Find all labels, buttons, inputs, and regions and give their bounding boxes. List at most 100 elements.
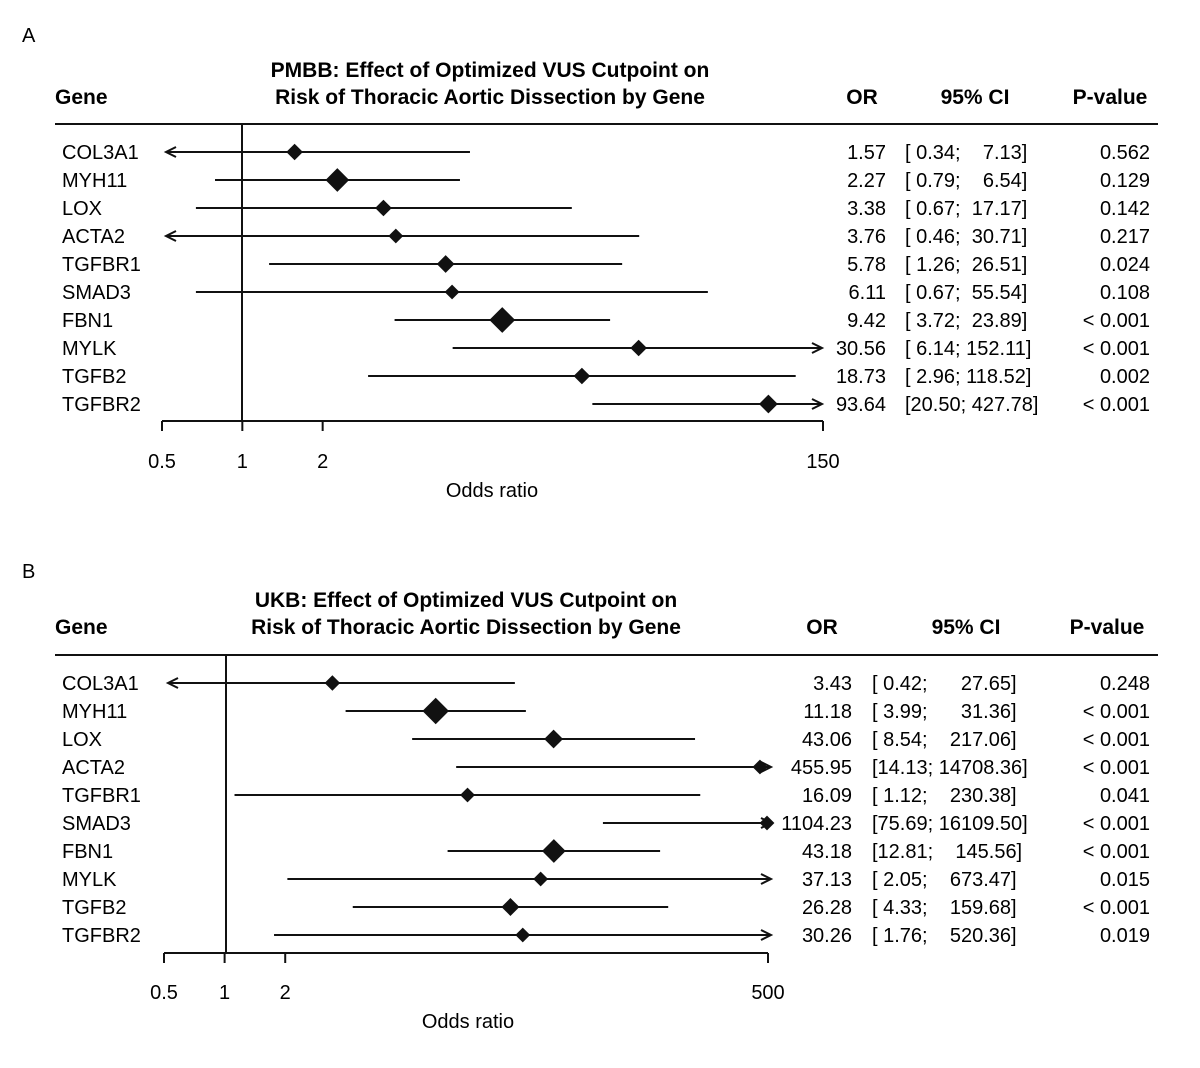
- row-col3a1: COL3A1 3.43 [ 0.42; 27.65] 0.248: [62, 673, 1150, 695]
- point-estimate-diamond: [325, 168, 350, 192]
- p-value: 0.562: [1100, 142, 1150, 164]
- row-smad3: SMAD3 6.11 [ 0.67; 55.54] 0.108: [62, 282, 1150, 304]
- x-axis-title: Odds ratio: [422, 1011, 514, 1033]
- p-value: < 0.001: [1083, 701, 1150, 723]
- header-p-value: P-value: [1073, 86, 1148, 109]
- p-value: 0.248: [1100, 673, 1150, 695]
- p-value: < 0.001: [1083, 394, 1150, 416]
- gene-label: TGFB2: [62, 366, 126, 388]
- p-value: 0.002: [1100, 366, 1150, 388]
- point-estimate-diamond: [489, 307, 516, 333]
- row-tgfbr2: TGFBR2 30.26 [ 1.76; 520.36] 0.019: [62, 925, 1150, 947]
- or-value: 3.43: [813, 673, 852, 695]
- p-value: 0.015: [1100, 869, 1150, 891]
- header-gene: Gene: [55, 616, 108, 639]
- p-value: < 0.001: [1083, 729, 1150, 751]
- gene-label: TGFBR2: [62, 925, 141, 947]
- header-gene: Gene: [55, 86, 108, 109]
- row-acta2: ACTA2 455.95 [14.13; 14708.36] < 0.001: [62, 757, 1150, 779]
- gene-label: MYH11: [62, 170, 127, 192]
- ci-value: [ 0.67; 55.54]: [905, 282, 1027, 304]
- or-value: 5.78: [847, 254, 886, 276]
- x-tick-label: 1: [237, 451, 248, 473]
- point-estimate-diamond: [630, 339, 647, 357]
- ci-value: [ 0.79; 6.54]: [905, 170, 1027, 192]
- or-value: 30.56: [836, 338, 886, 360]
- gene-label: COL3A1: [62, 142, 139, 164]
- or-value: 11.18: [803, 701, 852, 723]
- ci-arrow-right: [811, 342, 825, 354]
- gene-label: TGFBR2: [62, 394, 141, 416]
- x-axis-title: Odds ratio: [446, 480, 538, 502]
- point-estimate-diamond: [375, 199, 392, 217]
- gene-label: MYH11: [62, 701, 127, 723]
- gene-label: TGFBR1: [62, 785, 141, 807]
- row-acta2: ACTA2 3.76 [ 0.46; 30.71] 0.217: [62, 226, 1150, 248]
- p-value: 0.142: [1100, 198, 1150, 220]
- row-mylk: MYLK 30.56 [ 6.14; 152.11] < 0.001: [62, 338, 1150, 360]
- ci-arrow-right: [760, 929, 774, 941]
- row-tgfb2: TGFB2 26.28 [ 4.33; 159.68] < 0.001: [62, 897, 1150, 919]
- row-tgfbr1: TGFBR1 16.09 [ 1.12; 230.38] 0.041: [62, 785, 1150, 807]
- chart-title-line-2: Risk of Thoracic Aortic Dissection by Ge…: [275, 86, 705, 109]
- p-value: 0.129: [1100, 170, 1150, 192]
- row-lox: LOX 3.38 [ 0.67; 17.17] 0.142: [62, 198, 1150, 220]
- ci-arrow-left: [163, 230, 177, 242]
- x-axis: 0.5 1 2 500 Odds ratio: [150, 952, 785, 1033]
- or-value: 16.09: [802, 785, 852, 807]
- gene-label: MYLK: [62, 338, 117, 360]
- row-mylk: MYLK 37.13 [ 2.05; 673.47] 0.015: [62, 869, 1150, 891]
- point-estimate-diamond: [752, 759, 768, 775]
- row-myh11: MYH11 11.18 [ 3.99; 31.36] < 0.001: [62, 697, 1150, 725]
- gene-label: TGFB2: [62, 897, 126, 919]
- ci-arrow-right: [811, 398, 825, 410]
- ci-value: [ 3.99; 31.36]: [872, 701, 1017, 723]
- or-value: 1104.23: [781, 813, 852, 835]
- p-value: 0.217: [1100, 226, 1150, 248]
- point-estimate-diamond: [444, 284, 460, 300]
- row-tgfb2: TGFB2 18.73 [ 2.96; 118.52] 0.002: [62, 366, 1150, 388]
- x-axis: 0.5 1 2 150 Odds ratio: [148, 420, 840, 502]
- gene-label: FBN1: [62, 310, 113, 332]
- header-ci: 95% CI: [941, 86, 1010, 109]
- or-value: 6.11: [849, 282, 886, 304]
- ci-arrow-right: [760, 761, 774, 773]
- or-value: 9.42: [847, 310, 886, 332]
- gene-label: COL3A1: [62, 673, 139, 695]
- ci-value: [ 8.54; 217.06]: [872, 729, 1017, 751]
- or-value: 30.26: [802, 925, 852, 947]
- or-value: 43.18: [802, 841, 852, 863]
- point-estimate-diamond: [515, 927, 531, 943]
- panel-letter: B: [22, 561, 35, 583]
- gene-label: SMAD3: [62, 813, 131, 835]
- gene-label: LOX: [62, 198, 102, 220]
- or-value: 37.13: [802, 869, 852, 891]
- row-fbn1: FBN1 43.18 [12.81; 145.56] < 0.001: [62, 839, 1150, 863]
- ci-arrow-left: [163, 146, 177, 158]
- ci-value: [20.50; 427.78]: [905, 394, 1038, 416]
- p-value: 0.019: [1100, 925, 1150, 947]
- chart-title-line-1: PMBB: Effect of Optimized VUS Cutpoint o…: [271, 59, 710, 82]
- gene-label: ACTA2: [62, 226, 125, 248]
- ci-value: [14.13; 14708.36]: [872, 757, 1028, 779]
- point-estimate-diamond: [542, 839, 566, 863]
- point-estimate-diamond: [533, 871, 549, 887]
- ci-value: [ 6.14; 152.11]: [905, 338, 1031, 360]
- ci-value: [ 1.26; 26.51]: [905, 254, 1027, 276]
- panel-a: A PMBB: Effect of Optimized VUS Cutpoint …: [22, 25, 1158, 502]
- x-tick-label: 150: [806, 451, 839, 473]
- row-myh11: MYH11 2.27 [ 0.79; 6.54] 0.129: [62, 168, 1150, 192]
- or-value: 2.27: [847, 170, 886, 192]
- p-value: 0.041: [1100, 785, 1150, 807]
- x-tick-label: 2: [317, 451, 328, 473]
- panel-b: B UKB: Effect of Optimized VUS Cutpoint o…: [22, 561, 1158, 1033]
- point-estimate-diamond: [422, 697, 449, 725]
- p-value: 0.108: [1100, 282, 1150, 304]
- panel-letter: A: [22, 25, 36, 47]
- ci-value: [ 4.33; 159.68]: [872, 897, 1017, 919]
- point-estimate-diamond: [324, 675, 341, 691]
- header-ci: 95% CI: [932, 616, 1001, 639]
- ci-arrow-right: [760, 873, 774, 885]
- ci-value: [12.81; 145.56]: [872, 841, 1022, 863]
